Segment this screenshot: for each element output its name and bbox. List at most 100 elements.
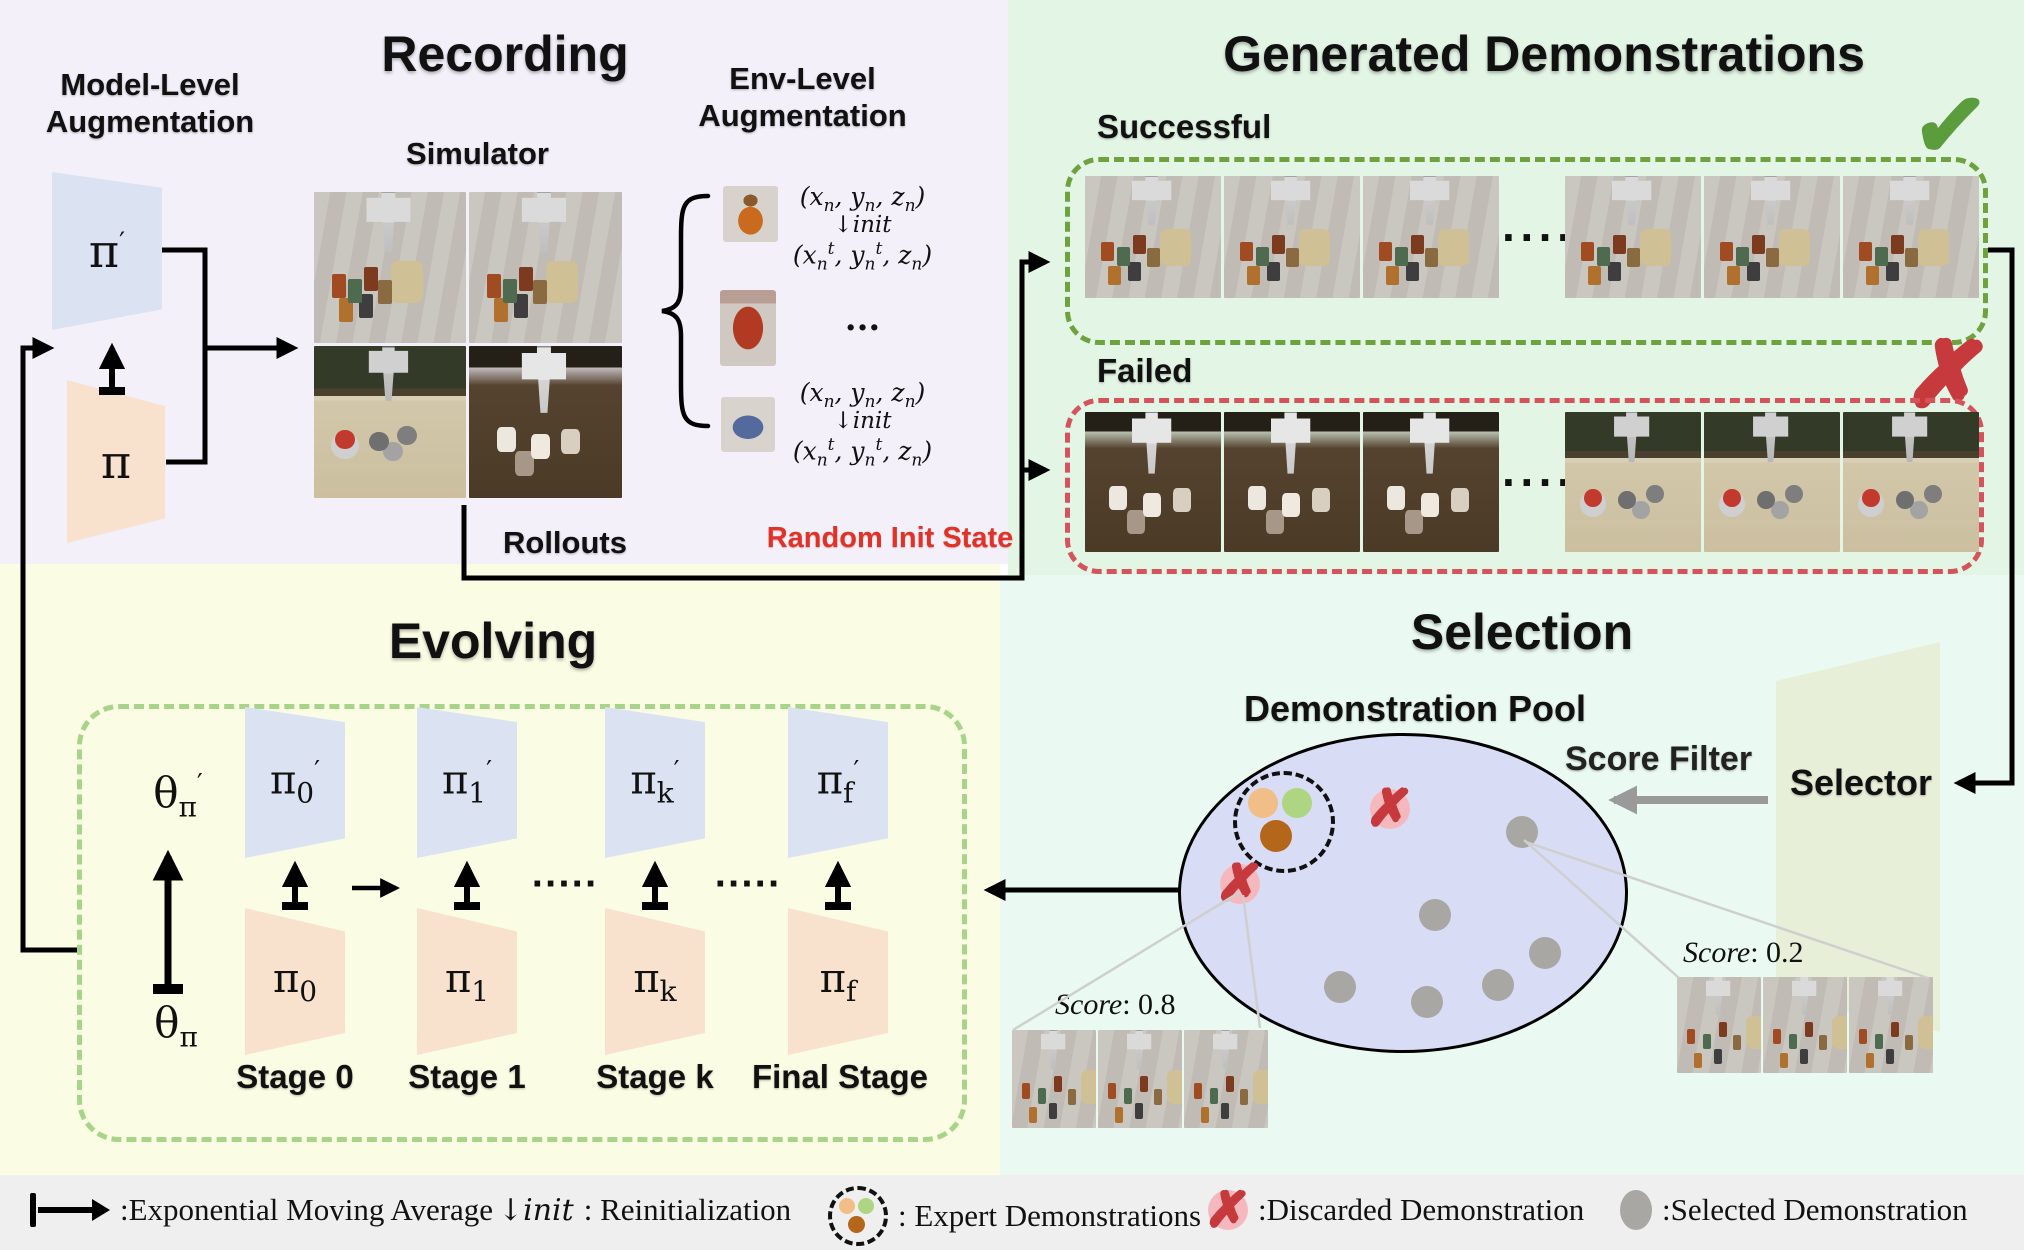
robot-frame-cans [469,192,622,343]
robot-frame-cans [1565,176,1701,298]
robot-frame-cans [1184,1030,1268,1128]
policy-trapezoid: π [67,380,165,543]
policy-prime-trapezoid: π′ [52,172,162,330]
evolving-title: Evolving [388,613,598,669]
robot-frame-cans [1677,977,1761,1073]
coords-t-row2: (xnt, ynt, zn) [792,435,933,471]
recording-title: Recording [381,26,629,82]
robot-frame-mugs [469,346,622,498]
stage1-label: Stage 1 [408,1058,526,1095]
failed-label: Failed [1097,352,1193,389]
demonstration-pool-label: Demonstration Pool [1243,688,1587,729]
simulator-image-grid [314,192,622,498]
evolving-box [77,704,967,1142]
robot-frame-cans [1012,1030,1096,1128]
pi-prime-label: π′ [88,224,126,278]
legend-discarded-label: :Discarded Demonstration [1258,1192,1585,1227]
coords-t-row1: (xnt, ynt, zn) [792,239,933,275]
stagek-prime-label: πk′ [630,755,680,810]
object-thumbnail-blue-block [721,397,775,452]
legend-reinit: ↓init : Reinitialization [498,1192,791,1228]
legend-ema-label: :Exponential Moving Average [120,1192,494,1227]
robot-frame-mugs [1363,412,1499,552]
legend-discarded: ✗ :Discarded Demonstration [1203,1179,1585,1241]
selected-demo-dot-6 [1482,969,1514,1001]
reinit-arrow-icon: ↓init [498,1192,574,1228]
theta-label: θπ [154,998,198,1054]
score-filter-label: Score Filter [1565,740,1753,778]
generated-demonstrations-title: Generated Demonstrations [1223,26,1865,82]
selected-demo-dot-5 [1411,986,1443,1018]
selected-demo-dot-1 [1506,816,1538,848]
robot-frame-mugs [1085,412,1221,552]
discarded-demo-x-1: ✗ [1364,777,1415,841]
between-stage-dots-1: ····· [531,862,599,906]
robot-frame-mugs [1224,412,1360,552]
env-aug-line1: Env-Level [729,61,876,96]
score-high-label: Score: 0.8 [1055,988,1176,1021]
final-stage-label: Final Stage [751,1058,929,1095]
selector-trapezoid [1776,642,1940,1032]
stage1-prime-label: π1′ [441,755,493,810]
random-init-state-label: Random Init State [766,522,1014,554]
stagek-trapezoid: πk [605,908,705,1055]
selected-demo-icon [1620,1190,1652,1230]
object-thumbnail-bottle [723,186,778,242]
stage0-trapezoid: π0 [245,908,345,1055]
stagef-prime-label: πf′ [816,755,860,810]
init-arrow-row2: ↓init [833,408,892,434]
env-aug-line2: Augmentation [698,98,907,133]
stage1-label-pi: π1 [444,955,490,1008]
failed-frames-row: ···· [1085,412,1979,552]
model-aug-line1: Model-Level [60,67,240,102]
selected-demo-dot-2 [1419,899,1451,931]
stagef-prime-trapezoid: πf′ [788,707,888,858]
stage0-label: Stage 0 [236,1058,354,1095]
expert-demos-circle [1233,771,1335,873]
robot-frame-kitchen [1704,412,1840,552]
coords-row2: (xn, yn, zn) [799,378,926,412]
init-arrow-row1: ↓init [833,212,892,238]
between-stage-dots-2: ····· [714,862,782,906]
robot-frame-cans [1085,176,1221,298]
stage0-prime-trapezoid: π0′ [245,707,345,858]
score-high-strip [1012,1030,1268,1128]
model-aug-line2: Augmentation [45,104,255,139]
stage0-prime-label: π0′ [269,755,321,810]
legend-reinit-label: : Reinitialization [583,1192,792,1227]
robot-frame-cans [1843,176,1979,298]
coords-row1: (xn, yn, zn) [799,182,926,216]
stage0-label-pi: π0 [272,955,318,1008]
robot-frame-cans [1098,1030,1182,1128]
legend-ema: :Exponential Moving Average [30,1192,493,1228]
theta-prime-label: θπ′ [153,768,203,824]
rollouts-label: Rollouts [503,525,627,560]
discarded-demo-icon: ✗ [1203,1179,1253,1241]
env-ellipsis: ··· [844,308,881,348]
object-thumbnail-can [720,290,776,366]
legend-selected-label: :Selected Demonstration [1662,1192,1968,1227]
robot-frame-cans [1704,176,1840,298]
selector-label: Selector [1789,762,1933,803]
expert-dot-brown [1260,820,1292,852]
robot-frame-cans [1763,977,1847,1073]
selected-demo-dot-4 [1324,971,1356,1003]
legend-bar [0,1175,2024,1250]
legend-expert: : Expert Demonstrations [828,1186,1201,1246]
expert-demos-icon [828,1186,888,1246]
ema-arrow-icon [30,1193,110,1227]
expert-dot-green [1282,788,1312,818]
pi-label: π [100,434,132,489]
selection-title: Selection [1410,604,1634,660]
robot-frame-kitchen [1843,412,1979,552]
stagef-label-pi: πf [819,955,857,1008]
successful-frames-row: ···· [1085,176,1979,298]
env-level-augmentation-label: Env-Level Augmentation [685,60,920,134]
robot-frame-cans [1363,176,1499,298]
score-low-strip [1677,977,1935,1073]
robot-frame-cans [314,192,466,343]
robot-frame-kitchen [314,346,466,498]
successful-label: Successful [1097,108,1272,145]
robot-frame-cans [1849,977,1933,1073]
